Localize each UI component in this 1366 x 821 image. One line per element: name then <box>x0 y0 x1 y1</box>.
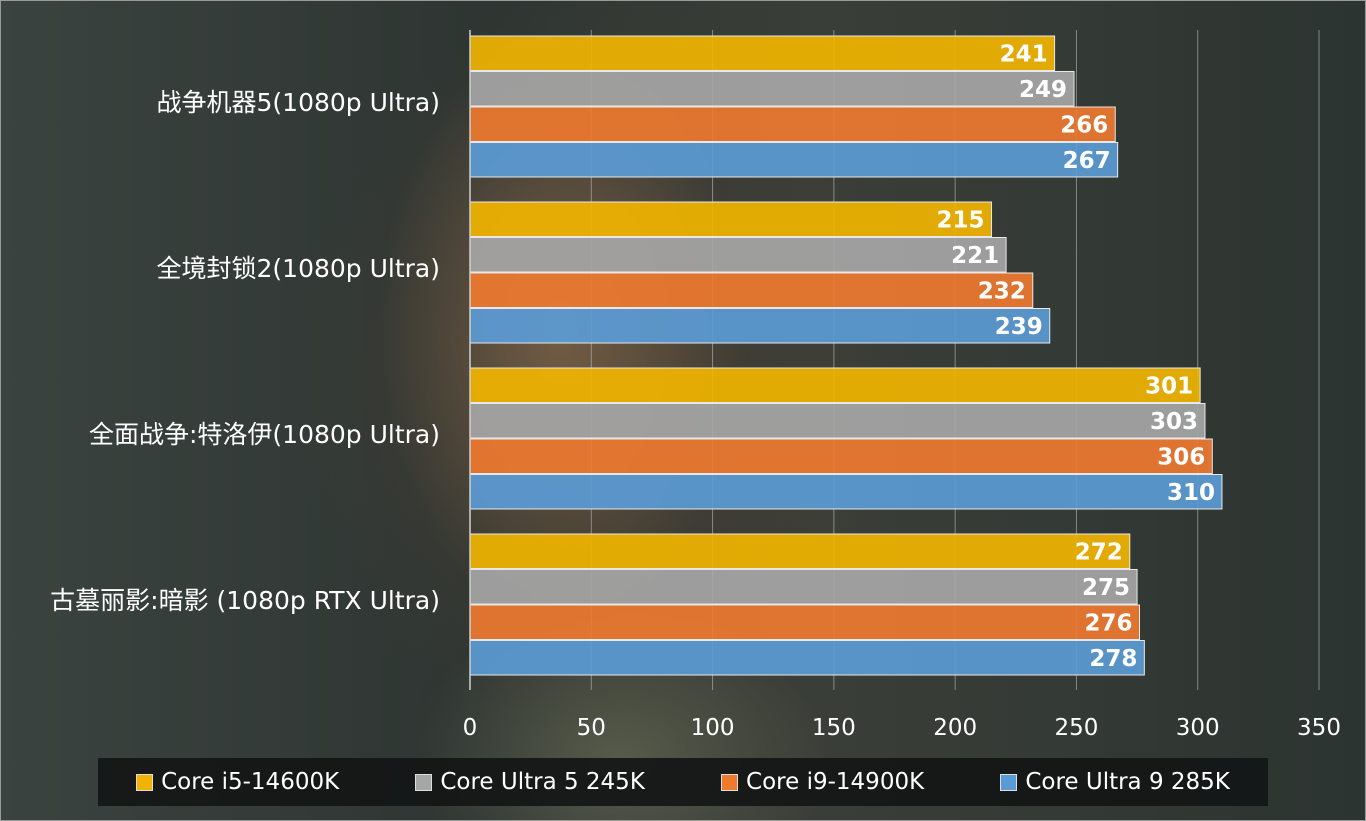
data-label: 278 <box>1089 646 1137 672</box>
bar-0-1 <box>469 71 1075 107</box>
x-tick-label: 100 <box>691 715 735 741</box>
data-label: 310 <box>1167 480 1215 506</box>
x-tick-label: 300 <box>1176 715 1220 741</box>
legend: Core i5-14600K Core Ultra 5 245K Core i9-1… <box>98 758 1268 806</box>
data-label: 306 <box>1157 444 1205 470</box>
legend-swatch <box>721 773 739 791</box>
data-label: 276 <box>1084 610 1132 636</box>
data-label: 221 <box>951 243 999 269</box>
category-label: 古墓丽影:暗影 (1080p RTX Ultra) <box>50 586 440 615</box>
data-label: 303 <box>1150 409 1198 435</box>
legend-label: Core Ultra 5 245K <box>440 769 645 795</box>
bar-3-3 <box>469 640 1145 676</box>
bar-2-0 <box>469 367 1201 403</box>
legend-label: Core Ultra 9 285K <box>1025 769 1230 795</box>
x-tick-label: 250 <box>1054 715 1098 741</box>
data-label: 272 <box>1075 539 1123 565</box>
bar-2-1 <box>469 403 1206 439</box>
data-label: 266 <box>1060 112 1108 138</box>
bar-2-2 <box>469 438 1213 474</box>
data-label: 241 <box>1000 41 1048 67</box>
data-label: 249 <box>1019 77 1067 103</box>
bar-0-2 <box>469 106 1116 142</box>
bar-1-0 <box>469 201 993 237</box>
data-label: 267 <box>1063 148 1111 174</box>
legend-swatch <box>1000 773 1018 791</box>
bar-1-3 <box>469 308 1051 344</box>
legend-swatch <box>415 773 433 791</box>
bar-1-2 <box>469 272 1034 308</box>
bar-0-0 <box>469 35 1056 71</box>
data-label: 301 <box>1145 373 1193 399</box>
x-tick-label: 50 <box>577 715 606 741</box>
bar-0-3 <box>469 142 1119 178</box>
data-label: 239 <box>995 314 1043 340</box>
x-tick-label: 150 <box>812 715 856 741</box>
data-label: 215 <box>937 207 985 233</box>
data-label: 232 <box>978 278 1026 304</box>
legend-label: Core i5-14600K <box>161 769 340 795</box>
legend-item: Core i9-14900K <box>721 769 924 795</box>
x-tick-label: 350 <box>1297 715 1341 741</box>
legend-swatch <box>136 773 154 791</box>
legend-item: Core Ultra 9 285K <box>1000 769 1230 795</box>
category-label: 全境封锁2(1080p Ultra) <box>157 254 441 283</box>
bar-1-1 <box>469 237 1007 273</box>
legend-item: Core i5-14600K <box>136 769 339 795</box>
legend-item: Core Ultra 5 245K <box>415 769 645 795</box>
category-label: 全面战争:特洛伊(1080p Ultra) <box>89 420 440 449</box>
category-label: 战争机器5(1080p Ultra) <box>157 88 441 117</box>
legend-label: Core i9-14900K <box>746 769 925 795</box>
x-tick-label: 200 <box>933 715 977 741</box>
bar-3-1 <box>469 569 1138 605</box>
x-tick-label: 0 <box>463 715 478 741</box>
data-label: 275 <box>1082 575 1130 601</box>
